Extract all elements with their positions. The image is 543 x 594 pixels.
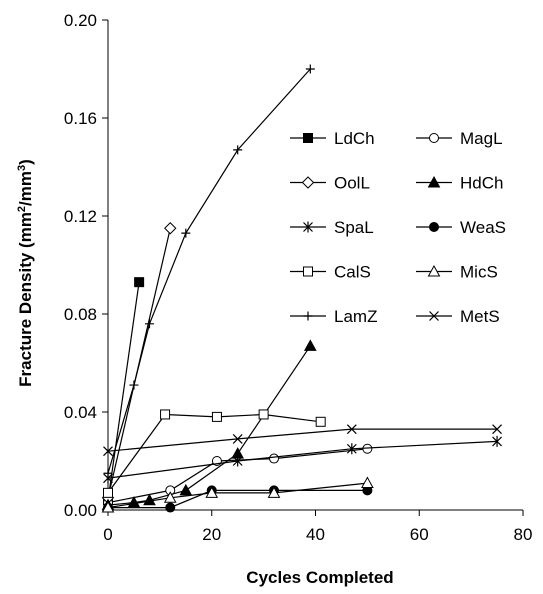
series-line-spal	[107, 440, 498, 479]
legend-label-mics: MicS	[460, 263, 498, 282]
y-axis-title: Fracture Density (mm2/mm3)	[16, 159, 35, 387]
x-tick-label: 20	[202, 525, 221, 544]
y-tick-label: 0.04	[64, 403, 97, 422]
data-point-cals	[103, 487, 113, 498]
data-point-lamz	[305, 64, 315, 74]
data-point-mets	[346, 424, 357, 435]
data-point-lamz	[233, 145, 243, 155]
data-point-cals	[160, 409, 171, 420]
legend-marker-ooll	[301, 176, 315, 189]
series-line-ldch	[107, 282, 140, 501]
data-point-spal	[232, 455, 243, 467]
legend-marker-spal	[303, 221, 313, 233]
data-point-hdch	[179, 483, 193, 496]
series-line-mets	[107, 428, 498, 452]
y-axis-title-sup-1: 2	[16, 206, 28, 212]
y-tick-label: 0.16	[64, 109, 97, 128]
legend-item-magl: MagL	[416, 129, 503, 148]
data-point-ooll	[164, 222, 177, 235]
legend-item-hdch: HdCh	[416, 174, 503, 193]
data-point-hdch	[143, 493, 156, 506]
legend-marker-hdch	[427, 175, 441, 188]
data-point-lamz	[129, 380, 139, 390]
data-point-lamz	[103, 468, 113, 478]
series-line-lamz	[107, 68, 311, 474]
data-point-weas	[165, 502, 176, 513]
data-point-mics	[267, 486, 281, 498]
y-axis-title-part-1: Fracture Density (mm	[16, 212, 35, 387]
data-point-spal	[492, 435, 502, 447]
data-point-mets	[232, 434, 243, 444]
legend-label-hdch: HdCh	[460, 174, 503, 193]
data-point-cals	[315, 416, 326, 427]
y-axis-title-part-3: )	[16, 159, 35, 165]
legend-label-ooll: OolL	[334, 174, 370, 193]
x-axis: 0 20 40 60 80	[103, 509, 533, 544]
series-lamz	[103, 64, 315, 478]
data-point-mets	[103, 446, 113, 457]
series-spal	[103, 435, 502, 484]
x-tick-label: 0	[103, 525, 112, 544]
legend-label-lamz: LamZ	[334, 307, 377, 326]
data-point-magl	[269, 453, 279, 464]
legend-label-weas: WeaS	[460, 218, 506, 237]
y-tick-label: 0.00	[64, 501, 97, 520]
y-tick-label: 0.12	[64, 207, 97, 226]
y-axis: 0.00 0.04 0.08 0.12 0.16 0.20	[64, 11, 109, 520]
data-point-mics	[361, 476, 374, 489]
series-line-hdch	[107, 345, 311, 506]
data-point-ldch	[134, 277, 145, 288]
data-point-mics	[205, 486, 219, 498]
legend-marker-magl	[429, 133, 439, 143]
legend-label-spal: SpaL	[334, 218, 374, 237]
legend-marker-ldch	[303, 133, 313, 143]
data-point-spal	[346, 443, 357, 455]
legend: LdCh MagL OolL HdCh SpaL WeaS CalS MicS LamZ MetS	[290, 129, 506, 326]
series-hdch	[101, 339, 317, 511]
legend-marker-mics	[427, 264, 441, 277]
data-point-cals	[211, 411, 222, 422]
series-mets	[103, 424, 502, 457]
legend-item-mets: MetS	[416, 307, 500, 326]
legend-item-lamz: LamZ	[290, 307, 377, 326]
legend-item-cals: CalS	[290, 263, 371, 282]
legend-marker-weas	[429, 222, 439, 232]
x-tick-label: 40	[306, 525, 325, 544]
series-cals	[103, 409, 326, 498]
legend-item-mics: MicS	[416, 263, 498, 282]
legend-label-magl: MagL	[460, 129, 503, 148]
y-tick-label: 0.08	[64, 305, 97, 324]
series-weas	[103, 485, 373, 513]
legend-label-mets: MetS	[460, 307, 500, 326]
data-point-mics	[101, 501, 115, 513]
x-axis-title: Cycles Completed	[246, 568, 393, 587]
legend-label-cals: CalS	[334, 263, 371, 282]
legend-item-weas: WeaS	[416, 218, 506, 237]
data-point-lamz	[145, 319, 154, 329]
legend-item-ooll: OolL	[290, 174, 370, 193]
data-point-mics	[163, 491, 177, 503]
data-point-cals	[258, 409, 269, 420]
legend-item-ldch: LdCh	[290, 129, 375, 148]
data-point-mets	[492, 424, 502, 435]
y-axis-title-sup-2: 3	[16, 165, 28, 171]
y-tick-label: 0.20	[64, 11, 97, 30]
series-line-cals	[107, 413, 321, 494]
legend-marker-mets	[429, 311, 439, 321]
data-point-hdch	[303, 339, 317, 351]
series-mics	[101, 476, 374, 513]
y-axis-title-part-2: /mm	[16, 171, 35, 206]
legend-marker-cals	[303, 266, 313, 277]
x-tick-label: 80	[514, 525, 533, 544]
x-tick-label: 60	[410, 525, 429, 544]
legend-item-spal: SpaL	[290, 218, 374, 237]
legend-label-ldch: LdCh	[334, 129, 375, 148]
data-point-lamz	[181, 228, 191, 238]
legend-marker-lamz	[303, 311, 313, 321]
series-layer	[101, 64, 502, 513]
